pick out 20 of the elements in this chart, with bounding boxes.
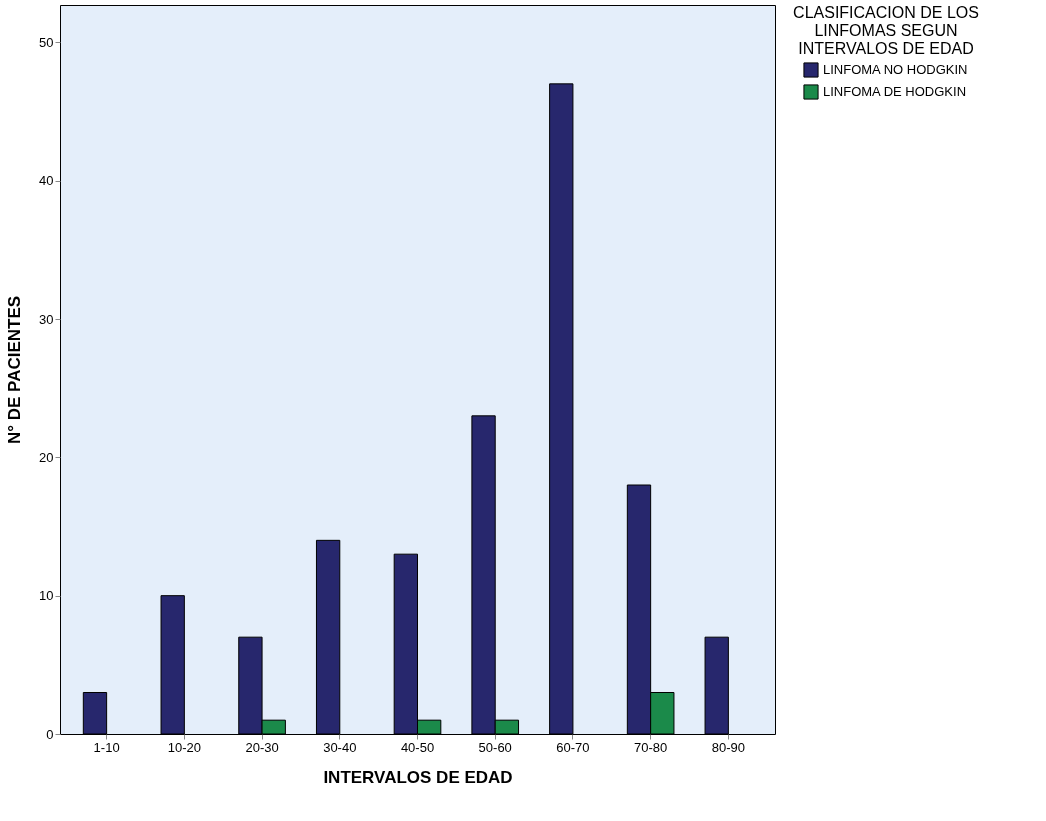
x-tick-label: 10-20 <box>167 739 201 755</box>
legend-title: CLASIFICACION DE LOS LINFOMAS SEGUN INTERVALOS DE EDAD <box>793 4 979 57</box>
y-tick-label: 50 <box>39 34 54 50</box>
x-axis-title: INTERVALOS DE EDAD <box>323 767 513 787</box>
x-tick-label: 40-50 <box>400 739 435 755</box>
x-tick-label: 1-10 <box>93 739 120 755</box>
legend-label: LINFOMA NO HODGKIN <box>823 62 968 77</box>
x-tick-label: 50-60 <box>478 739 512 755</box>
y-tick-label: 30 <box>39 311 54 327</box>
x-tick-label: 80-90 <box>711 739 745 755</box>
y-axis-title: N° DE PACIENTES <box>5 295 25 445</box>
x-tick-label: 20-30 <box>245 739 279 755</box>
y-tick-label: 20 <box>39 449 54 465</box>
y-tick-label: 0 <box>46 726 54 742</box>
legend-label: LINFOMA DE HODGKIN <box>823 84 967 99</box>
x-tick-label: 30-40 <box>323 739 357 755</box>
x-tick-label: 70-80 <box>634 739 668 755</box>
x-tick-label: 60-70 <box>556 739 590 755</box>
y-tick-label: 40 <box>39 173 54 189</box>
y-tick-label: 10 <box>39 588 54 604</box>
